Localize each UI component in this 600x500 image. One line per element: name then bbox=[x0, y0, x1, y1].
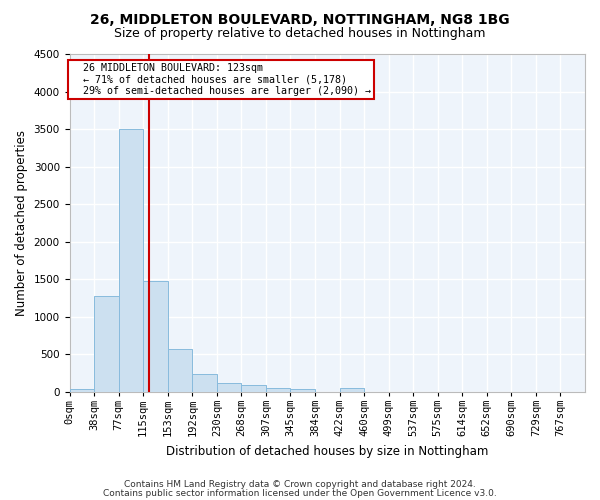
Bar bbox=[266, 388, 290, 392]
Bar bbox=[340, 388, 364, 392]
X-axis label: Distribution of detached houses by size in Nottingham: Distribution of detached houses by size … bbox=[166, 444, 488, 458]
Text: Size of property relative to detached houses in Nottingham: Size of property relative to detached ho… bbox=[114, 28, 486, 40]
Bar bbox=[168, 348, 192, 392]
Bar bbox=[70, 388, 94, 392]
Text: Contains HM Land Registry data © Crown copyright and database right 2024.: Contains HM Land Registry data © Crown c… bbox=[124, 480, 476, 489]
Text: 26, MIDDLETON BOULEVARD, NOTTINGHAM, NG8 1BG: 26, MIDDLETON BOULEVARD, NOTTINGHAM, NG8… bbox=[90, 12, 510, 26]
Bar bbox=[119, 129, 143, 392]
Text: Contains public sector information licensed under the Open Government Licence v3: Contains public sector information licen… bbox=[103, 488, 497, 498]
Y-axis label: Number of detached properties: Number of detached properties bbox=[15, 130, 28, 316]
Bar bbox=[290, 388, 315, 392]
Bar bbox=[217, 382, 241, 392]
Bar bbox=[192, 374, 217, 392]
Bar bbox=[241, 386, 266, 392]
Bar bbox=[143, 280, 168, 392]
Text: 26 MIDDLETON BOULEVARD: 123sqm
  ← 71% of detached houses are smaller (5,178)
  : 26 MIDDLETON BOULEVARD: 123sqm ← 71% of … bbox=[71, 63, 371, 96]
Bar bbox=[94, 296, 119, 392]
